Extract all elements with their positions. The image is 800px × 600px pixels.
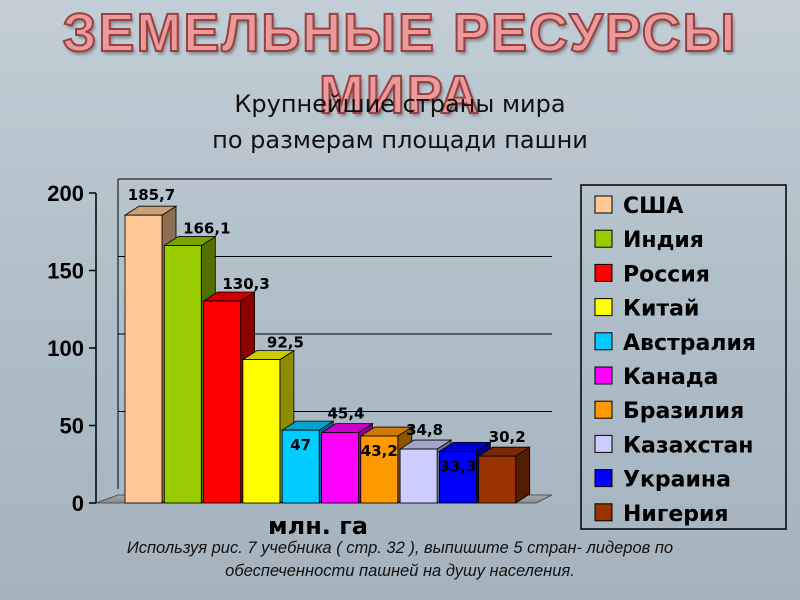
task-caption: Используя рис. 7 учебника ( стр. 32 ), в… [20, 537, 780, 583]
y-tick-label: 0 [72, 491, 84, 516]
legend-swatch [594, 503, 613, 522]
data-label: 185,7 [128, 186, 175, 204]
bar-front [124, 214, 163, 504]
legend-box [580, 184, 787, 530]
caption-line-1: Используя рис. 7 учебника ( стр. 32 ), в… [126, 539, 674, 557]
data-label: 47 [290, 436, 311, 454]
legend-swatch [594, 400, 613, 419]
chart-subtitle: по размерам площади пашни [212, 126, 588, 154]
bar-front [399, 448, 438, 504]
legend-swatch [594, 195, 613, 214]
y-tick-label: 150 [47, 259, 84, 284]
y-tick-label: 100 [47, 336, 84, 361]
caption-line-2: обеспеченности пашней на душу населения. [225, 562, 575, 580]
bar-front [242, 359, 281, 504]
legend-swatch [594, 366, 613, 385]
bar-front [478, 455, 517, 504]
legend-swatch [594, 469, 613, 488]
y-tick-label: 50 [60, 414, 84, 439]
legend-label: Австралия [623, 331, 756, 356]
bar-side [515, 446, 531, 504]
x-axis-label: млн. га [268, 512, 368, 540]
legend-label: Украина [623, 468, 731, 493]
bar-front [203, 300, 242, 504]
legend-label: США [623, 194, 683, 219]
bar-front [281, 429, 320, 504]
legend-swatch [594, 332, 613, 351]
data-label: 43,2 [361, 442, 398, 460]
data-label: 92,5 [267, 334, 304, 352]
legend-label: Бразилия [623, 399, 744, 424]
legend-label: Индия [623, 228, 704, 253]
legend-swatch [594, 434, 613, 453]
chart-title: Крупнейшие страны мира [234, 90, 566, 118]
bar-front [163, 245, 202, 504]
slide-title: ЗЕМЕЛЬНЫЕ РЕСУРСЫ МИРА [62, 2, 738, 126]
data-label: 33,3 [439, 457, 476, 475]
legend-label: Нигерия [623, 502, 729, 527]
y-tick-label: 200 [47, 181, 84, 206]
legend-label: Китай [623, 297, 699, 322]
data-label: 130,3 [222, 275, 269, 293]
legend-label: Россия [623, 262, 710, 287]
legend-label: Канада [623, 365, 719, 390]
legend-swatch [594, 263, 613, 282]
bar-10 [477, 446, 532, 504]
legend-swatch [594, 229, 613, 248]
chart-title-block: Крупнейшие страны мира по размерам площа… [150, 86, 650, 158]
bar-front [360, 435, 399, 504]
bar-front [438, 450, 477, 504]
legend-swatch [594, 298, 613, 317]
data-label: 45,4 [327, 405, 364, 423]
legend-label: Казахстан [623, 433, 754, 458]
bar-front [321, 432, 359, 504]
data-label: 166,1 [183, 220, 230, 238]
data-label: 34,8 [406, 421, 443, 439]
data-label: 30,2 [489, 428, 526, 446]
